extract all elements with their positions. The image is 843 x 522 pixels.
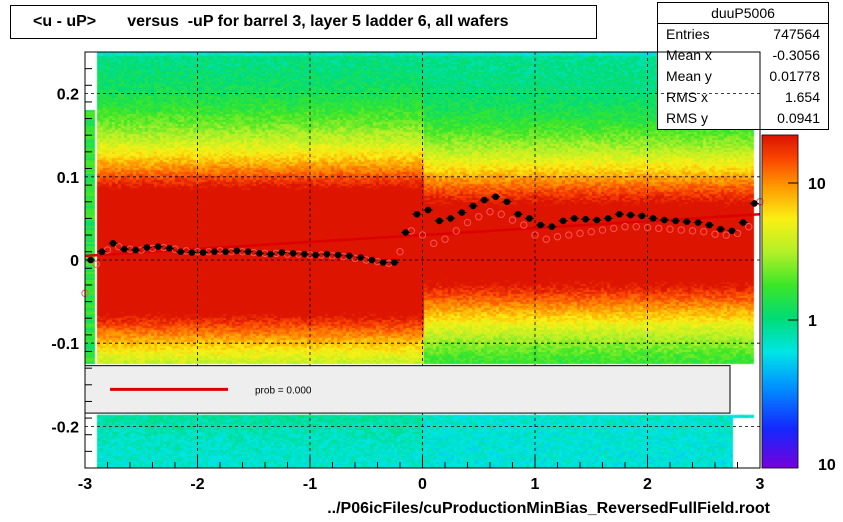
profile-open-point — [621, 223, 629, 231]
y-tick-label: 0.1 — [57, 170, 79, 187]
profile-open-point — [463, 218, 472, 227]
profile-open-point — [587, 228, 595, 236]
y-tick-label: 0.2 — [57, 87, 79, 104]
stats-row-mean-y: Mean y 0.01778 — [658, 66, 828, 87]
profile-open-point — [328, 252, 337, 260]
profile-open-point — [115, 242, 123, 251]
stats-row-rms-x: RMS x 1.654 — [658, 87, 828, 108]
profile-open-point — [272, 249, 280, 258]
profile-open-point — [441, 235, 449, 243]
z-tick-label: 10 — [808, 176, 826, 193]
x-tick-label: -2 — [190, 476, 204, 493]
x-tick-label: 1 — [531, 476, 540, 493]
profile-open-point — [452, 227, 460, 235]
profile-open-point — [666, 225, 674, 233]
profile-black-markers — [86, 193, 759, 266]
y-tick-label: -0.1 — [51, 336, 79, 353]
profile-open-point — [92, 260, 100, 268]
profile-open-point — [576, 229, 584, 238]
profile-open-point — [508, 216, 517, 224]
profile-open-point — [688, 227, 697, 235]
profile-open-point — [385, 259, 393, 268]
profile-open-point — [103, 246, 112, 254]
profile-open-point — [598, 226, 607, 234]
profile-open-point — [418, 231, 427, 239]
grid-lines — [85, 52, 760, 468]
z-scale-frame — [761, 134, 799, 469]
x-tick-label: 3 — [756, 476, 765, 493]
profile-open-point — [610, 224, 618, 233]
stats-box: duuP5006 Entries 747564 Mean x -0.3056 M… — [657, 2, 829, 130]
chart-title: <u - uP> versus -uP for barrel 3, layer … — [10, 5, 597, 39]
z-ticks: 1 10 10 — [761, 134, 836, 474]
profile-open-point — [733, 229, 742, 238]
y-tick-label: -0.2 — [51, 419, 79, 436]
profile-open-point — [396, 247, 404, 256]
stats-row-entries: Entries 747564 — [658, 24, 828, 45]
stats-row-mean-x: Mean x -0.3056 — [658, 45, 828, 66]
stats-value: -0.3056 — [772, 47, 820, 63]
profile-open-point — [520, 221, 528, 229]
profile-open-point — [632, 223, 640, 231]
profile-open-point — [722, 231, 730, 239]
profile-open-point — [407, 227, 415, 235]
stats-label: Entries — [666, 26, 710, 42]
y-ticks: -0.2 -0.1 0 0.1 0.2 — [51, 51, 92, 469]
profile-open-point — [553, 233, 562, 241]
profile-open-point — [475, 213, 483, 221]
profile-open-point — [711, 230, 719, 238]
profile-open-point — [565, 231, 573, 239]
profile-open-point — [542, 235, 550, 243]
stats-label: Mean x — [666, 47, 712, 63]
profile-open-point — [700, 228, 708, 236]
profile-open-point — [643, 223, 652, 232]
profile-open-point — [497, 210, 505, 218]
profile-open-point — [340, 252, 348, 261]
profile-open-point — [373, 257, 382, 266]
x-tick-label: -1 — [303, 476, 317, 493]
profile-open-point — [677, 226, 685, 234]
profile-open-point — [745, 223, 753, 231]
profile-open-point — [655, 224, 663, 233]
stats-row-rms-y: RMS y 0.0941 — [658, 108, 828, 129]
stats-value: 747564 — [773, 26, 820, 42]
x-tick-label: -3 — [78, 476, 92, 493]
y-tick-label: 0 — [70, 253, 79, 270]
stats-value: 0.0941 — [777, 110, 820, 126]
profile-open-point — [486, 208, 494, 216]
stats-value: 0.01778 — [769, 68, 820, 84]
profile-open-point — [531, 231, 539, 239]
stats-label: Mean y — [666, 68, 712, 84]
stats-value: 1.654 — [784, 89, 820, 105]
z-tick-label-partial: 10 — [818, 457, 836, 474]
x-tick-label: 2 — [643, 476, 652, 493]
stats-histogram-name: duuP5006 — [658, 3, 828, 24]
stats-label: RMS x — [666, 89, 708, 105]
profile-open-point — [250, 248, 258, 257]
x-axis-label: ../P06icFiles/cuProductionMinBias_Revers… — [327, 500, 770, 517]
x-ticks: -3 -2 -1 0 1 2 3 — [78, 456, 765, 493]
profile-open-point — [430, 239, 438, 248]
x-tick-label: 0 — [418, 476, 427, 493]
profile-open-point — [283, 250, 292, 258]
z-tick-label: 1 — [808, 313, 817, 330]
fit-legend-label: prob = 0.000 — [255, 385, 312, 396]
stats-label: RMS y — [666, 110, 708, 126]
